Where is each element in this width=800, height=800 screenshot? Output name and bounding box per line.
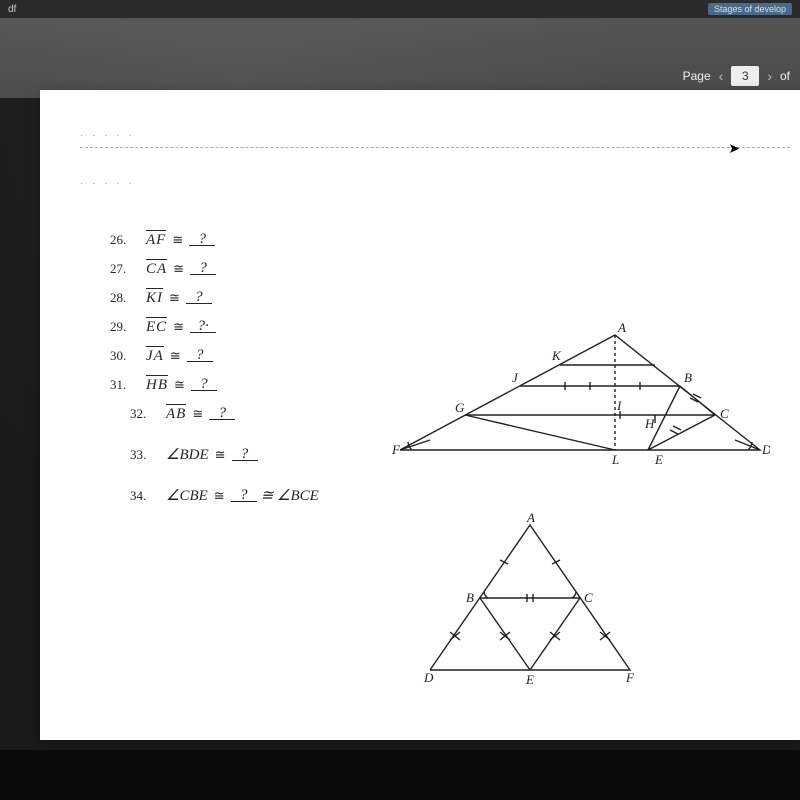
problem-lhs: ∠BDE bbox=[166, 445, 209, 464]
problem-number: 27. bbox=[110, 261, 146, 277]
answer-blank: ? bbox=[191, 378, 217, 391]
problem-number: 32. bbox=[130, 406, 166, 422]
label2-A: A bbox=[526, 510, 535, 525]
label-J: J bbox=[512, 370, 519, 385]
problem-row: 32.AB ≅? bbox=[110, 404, 430, 423]
problem-number: 26. bbox=[110, 232, 146, 248]
problem-lhs: ∠CBE bbox=[166, 486, 208, 505]
problem-number: 28. bbox=[110, 290, 146, 306]
problem-list: 26.AF≅?27.CA≅?28.KI≅?29.EC≅?·30.JA≅?31.H… bbox=[110, 230, 430, 515]
problem-row: 26.AF ≅? bbox=[110, 230, 430, 249]
label-F: F bbox=[391, 442, 401, 457]
label2-B: B bbox=[466, 590, 474, 605]
label-I: I bbox=[616, 398, 622, 413]
problem-tail: ≅ ∠BCE bbox=[261, 486, 319, 505]
tab-right[interactable]: Stages of develop bbox=[708, 3, 792, 15]
problem-row: 31.HB ≅? bbox=[110, 375, 430, 394]
label2-C: C bbox=[584, 590, 593, 605]
problem-row: 34.∠CBE ≅? ≅ ∠BCE bbox=[110, 486, 430, 505]
label-H: H bbox=[644, 416, 655, 431]
problem-lhs: AB bbox=[166, 404, 186, 423]
answer-blank: ? bbox=[209, 407, 235, 420]
problem-number: 30. bbox=[110, 348, 146, 364]
problem-lhs: EC bbox=[146, 317, 167, 336]
label-C: C bbox=[720, 406, 729, 421]
page-dots: · · · · · bbox=[80, 178, 790, 189]
page-label: Page bbox=[683, 69, 711, 83]
laptop-bezel bbox=[0, 750, 800, 800]
label-K: K bbox=[551, 348, 562, 363]
label-G: G bbox=[455, 400, 465, 415]
pdf-toolbar: Page ‹ › of bbox=[0, 18, 800, 98]
congruent-symbol: ≅ bbox=[169, 290, 180, 306]
browser-tab-strip: df Stages of develop bbox=[0, 0, 800, 18]
congruent-symbol: ≅ bbox=[172, 232, 183, 248]
problem-lhs: KI bbox=[146, 288, 163, 307]
label-L: L bbox=[611, 452, 619, 467]
label2-D: D bbox=[423, 670, 434, 685]
label2-F: F bbox=[625, 670, 635, 685]
page-controls: Page ‹ › of bbox=[683, 66, 790, 86]
page-header-dots: · · · · · bbox=[80, 130, 790, 141]
problem-lhs: CA bbox=[146, 259, 167, 278]
answer-blank: ? bbox=[232, 448, 258, 461]
problem-number: 29. bbox=[110, 319, 146, 335]
problem-number: 33. bbox=[130, 447, 166, 463]
problem-lhs: AF bbox=[146, 230, 166, 249]
tab-left[interactable]: df bbox=[8, 4, 16, 15]
answer-blank: ? bbox=[186, 291, 212, 304]
document-page: · · · · · · · · · · 26.AF≅?27.CA≅?28.KI≅… bbox=[40, 90, 800, 740]
problem-number: 34. bbox=[130, 488, 166, 504]
figure-triangle-large: F G J K A B C D L E H I bbox=[390, 320, 770, 470]
answer-blank: ? bbox=[190, 262, 216, 275]
page-number-input[interactable] bbox=[731, 66, 759, 86]
page-content: · · · · · · · · · · 26.AF≅?27.CA≅?28.KI≅… bbox=[80, 130, 790, 730]
problem-row: 33.∠BDE ≅? bbox=[110, 445, 430, 464]
problem-row: 29.EC ≅ ?· bbox=[110, 317, 430, 336]
of-label: of bbox=[780, 69, 790, 83]
label-E: E bbox=[654, 452, 663, 467]
problem-row: 30.JA ≅? bbox=[110, 346, 430, 365]
label-A: A bbox=[617, 320, 626, 335]
answer-blank: ? bbox=[187, 349, 213, 362]
label-D: D bbox=[761, 442, 770, 457]
congruent-symbol: ≅ bbox=[214, 488, 225, 504]
congruent-symbol: ≅ bbox=[192, 406, 203, 422]
problem-lhs: HB bbox=[146, 375, 168, 394]
problem-row: 28.KI ≅? bbox=[110, 288, 430, 307]
congruent-symbol: ≅ bbox=[173, 261, 184, 277]
problem-row: 27.CA ≅? bbox=[110, 259, 430, 278]
figure-triangle-small: A B C D E F bbox=[410, 510, 650, 690]
divider bbox=[80, 147, 790, 148]
problem-number: 31. bbox=[110, 377, 146, 393]
congruent-symbol: ≅ bbox=[173, 319, 184, 335]
answer-blank: ?· bbox=[190, 320, 216, 333]
congruent-symbol: ≅ bbox=[215, 447, 226, 463]
next-page-icon[interactable]: › bbox=[767, 68, 772, 84]
problem-lhs: JA bbox=[146, 346, 164, 365]
congruent-symbol: ≅ bbox=[170, 348, 181, 364]
prev-page-icon[interactable]: ‹ bbox=[719, 68, 724, 84]
answer-blank: ? bbox=[189, 233, 215, 246]
label-B: B bbox=[684, 370, 692, 385]
answer-blank: ? bbox=[231, 489, 257, 502]
label2-E: E bbox=[525, 672, 534, 687]
congruent-symbol: ≅ bbox=[174, 377, 185, 393]
